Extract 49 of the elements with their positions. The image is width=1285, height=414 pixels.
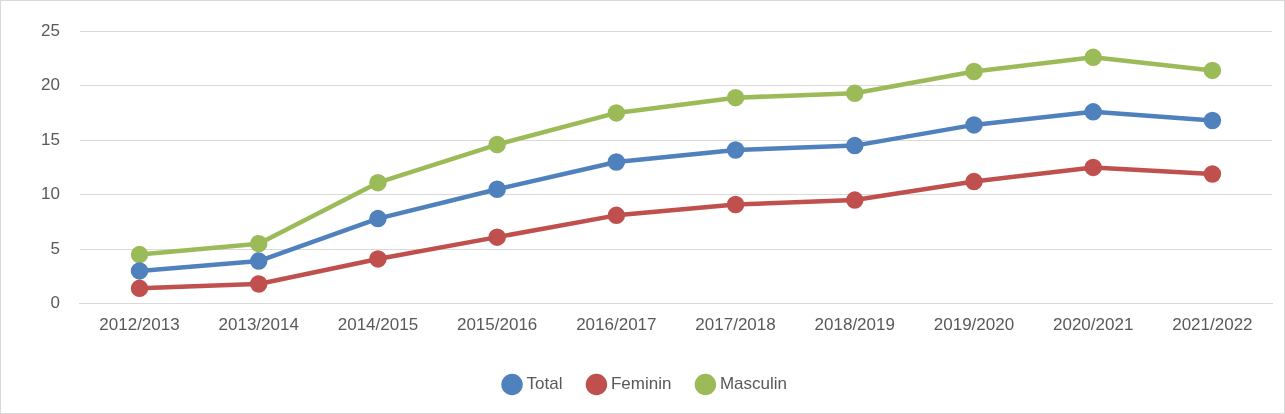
point xyxy=(726,88,745,107)
x-tick-label: 2020/2021 xyxy=(1053,315,1134,335)
y-tick-label: 10 xyxy=(40,184,60,204)
point xyxy=(965,116,983,134)
point xyxy=(130,245,149,264)
x-tick-label: 2018/2019 xyxy=(814,315,895,335)
point xyxy=(607,206,626,225)
point xyxy=(130,279,149,298)
point xyxy=(369,209,387,228)
point xyxy=(965,172,983,191)
y-tick-label: 25 xyxy=(40,20,60,40)
point xyxy=(846,191,864,209)
point xyxy=(249,252,268,270)
point xyxy=(1084,158,1102,177)
legend-label: Total xyxy=(526,374,563,394)
point xyxy=(1084,48,1102,67)
x-tick-label: 2019/2020 xyxy=(933,315,1015,335)
point xyxy=(846,84,864,103)
point xyxy=(1084,103,1102,121)
x-tick-label: 2015/2016 xyxy=(456,315,538,335)
y-tick-label: 20 xyxy=(40,75,60,95)
y-tick-label: 15 xyxy=(40,129,60,149)
point xyxy=(369,173,387,192)
point xyxy=(369,250,387,268)
x-tick-label: 2017/2018 xyxy=(695,315,776,335)
legend-label: Feminin xyxy=(610,374,672,394)
point xyxy=(726,141,745,159)
point xyxy=(965,62,983,81)
point xyxy=(607,104,626,122)
point xyxy=(1203,111,1222,130)
x-tick-label: 2014/2015 xyxy=(337,315,419,335)
point xyxy=(607,153,626,171)
point xyxy=(249,275,268,293)
y-tick-label: 0 xyxy=(50,293,60,313)
y-tick-label: 5 xyxy=(50,238,60,258)
point xyxy=(846,136,864,155)
point xyxy=(130,262,149,280)
point xyxy=(1203,61,1222,80)
point xyxy=(1203,165,1222,183)
x-tick-label: 2016/2017 xyxy=(576,315,657,335)
point xyxy=(249,234,268,253)
x-tick-label: 2013/2014 xyxy=(218,315,299,335)
x-tick-label: 2021/2022 xyxy=(1172,315,1253,335)
legend-label: Masculin xyxy=(719,374,787,394)
point xyxy=(488,180,506,198)
point xyxy=(488,228,506,246)
point xyxy=(488,135,506,154)
x-tick-label: 2012/2013 xyxy=(99,315,180,335)
point xyxy=(726,195,745,214)
